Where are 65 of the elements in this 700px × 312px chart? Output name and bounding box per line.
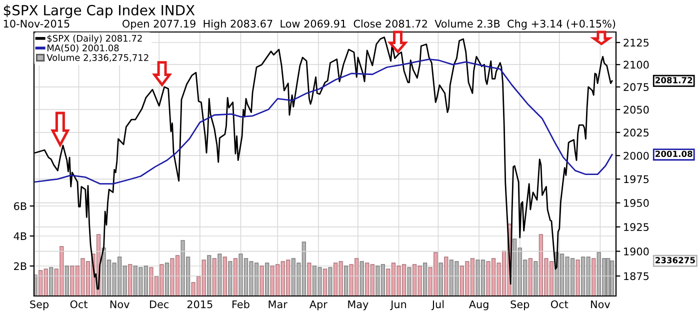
y2-tick-label: 1875	[624, 272, 649, 280]
y2-tick-label: 1950	[624, 199, 649, 207]
y2-tick-label: 2125	[624, 38, 649, 47]
bar	[228, 261, 232, 296]
text: 2336275	[656, 257, 695, 264]
bar	[610, 260, 614, 296]
bar	[128, 264, 132, 296]
bar	[328, 267, 332, 296]
bar	[576, 260, 580, 296]
bar	[360, 261, 364, 296]
y-tick-label: 2B	[14, 262, 26, 270]
x-tick-label: Aug	[468, 300, 488, 310]
y-tick-label: 4B	[14, 232, 26, 240]
legend-label: MA(50) 2001.08	[48, 44, 119, 52]
x-tick-label: Dec	[150, 300, 169, 308]
bar	[606, 258, 610, 296]
bar	[49, 267, 54, 296]
bar	[265, 262, 270, 296]
text: 2001.08	[656, 150, 692, 158]
bar	[222, 256, 227, 296]
bar	[212, 258, 216, 296]
y2-tick-label: 1900	[624, 248, 649, 256]
x-tick-label: Oct	[550, 300, 568, 308]
y-tick-label: 6B	[14, 202, 26, 210]
x-tick-label: May	[348, 300, 368, 310]
x-tick-label: Apr	[309, 300, 328, 310]
bar	[164, 262, 170, 296]
bar	[592, 258, 596, 296]
x-tick-label: Nov	[591, 300, 610, 308]
bar	[207, 255, 212, 296]
bar	[407, 267, 412, 296]
bar	[438, 262, 443, 296]
legend-label: Volume 2,336,275,712	[46, 54, 148, 62]
legend-label: $SPX (Daily) 2081.72	[47, 34, 142, 44]
bar	[64, 266, 69, 296]
x-tick-label: Sep	[510, 300, 530, 310]
x-tick-label: Feb	[232, 300, 250, 308]
y2-tick-label: 1975	[624, 175, 649, 184]
text: 2081.72	[656, 77, 692, 84]
bar	[218, 254, 222, 296]
text: 10-Nov-2015	[4, 20, 70, 28]
x-tick-label: Jun	[390, 300, 406, 310]
x-tick-label: Oct	[70, 300, 88, 308]
bar	[423, 262, 428, 296]
x-tick-label: Sep	[30, 300, 49, 310]
y2-tick-label: 2000	[624, 152, 649, 160]
x-tick-label: Nov	[110, 300, 130, 308]
bar	[233, 258, 238, 296]
bar	[307, 262, 312, 296]
bar	[344, 266, 348, 296]
y2-tick-label: 2075	[624, 83, 649, 92]
bar	[534, 261, 538, 296]
x-tick-label: Jul	[431, 300, 444, 310]
y2-tick-label: 2050	[624, 106, 649, 114]
y2-tick-label: 2100	[624, 60, 649, 69]
x-tick-label: 2015	[187, 300, 212, 308]
text: Open 2077.19 High 2083.67 Low 2069.91 Close 2081.72 Volume 2.3B Chg +3.14 (+0.15%)	[122, 20, 616, 30]
bar	[322, 268, 328, 296]
bar	[260, 266, 264, 296]
y2-tick-label: 1925	[624, 223, 649, 232]
bar	[444, 256, 448, 296]
y2-tick-label: 2025	[624, 128, 649, 137]
x-tick-label: Mar	[268, 300, 288, 308]
bar	[528, 258, 532, 296]
chart-title: $SPX Large Cap Index INDX	[4, 4, 195, 18]
